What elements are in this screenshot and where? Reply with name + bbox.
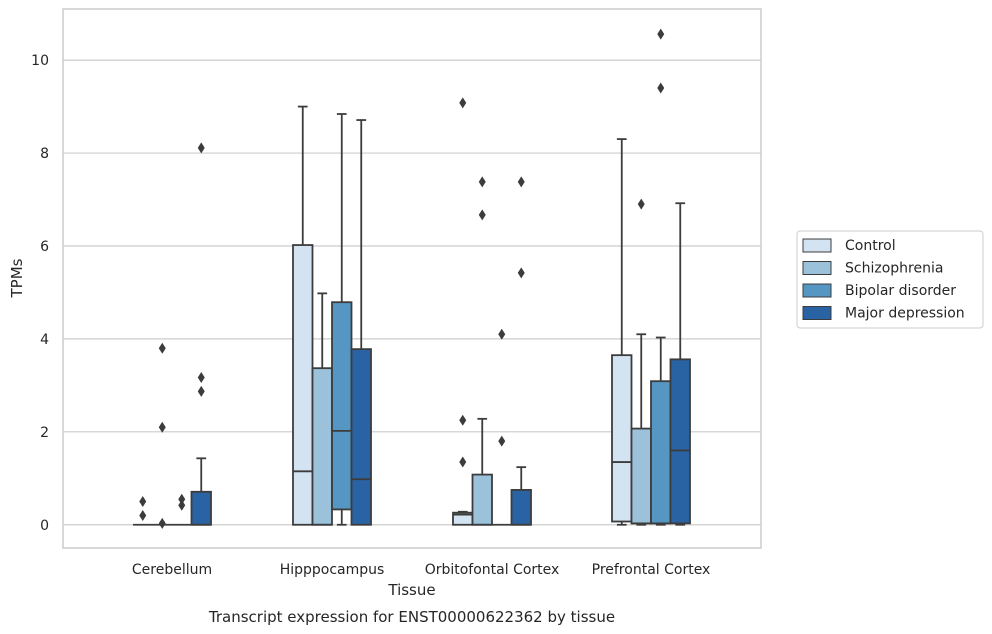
series-bipolar-disorder	[172, 28, 672, 526]
box	[190, 490, 212, 526]
y-tick-label: 8	[40, 146, 49, 162]
legend-label: Major depression	[845, 306, 965, 322]
outlier-point	[637, 198, 645, 210]
outlier-point	[517, 176, 525, 188]
outlier-point	[657, 82, 665, 94]
box	[650, 380, 672, 525]
box-series	[133, 28, 691, 529]
x-axis-label: Tissue	[387, 581, 435, 599]
outlier-point	[459, 97, 467, 109]
outlier-point	[197, 371, 205, 383]
y-tick-label: 10	[31, 53, 49, 69]
y-axis-label: TPMs	[8, 258, 26, 298]
box	[630, 427, 652, 525]
x-tick-label: Cerebellum	[132, 562, 212, 578]
box	[292, 244, 314, 526]
box	[611, 354, 633, 523]
y-tick-label: 2	[40, 425, 49, 441]
outlier-point	[657, 28, 665, 40]
legend-swatch	[802, 238, 832, 253]
legend-swatch	[802, 261, 832, 275]
y-tick-label: 6	[40, 239, 49, 255]
box	[510, 489, 532, 526]
x-tick-label: Prefrontal Cortex	[592, 562, 711, 578]
outlier-point	[498, 435, 506, 447]
outlier-point	[139, 496, 147, 508]
outlier-point	[158, 342, 166, 354]
outlier-point	[478, 176, 486, 188]
outlier-point	[498, 328, 506, 340]
series-major-depression	[190, 119, 691, 526]
x-axis-ticks: Cerebellum Hipppocampus Orbitofontal Corte…	[132, 562, 710, 578]
box	[471, 473, 493, 526]
outlier-point	[459, 456, 467, 468]
outlier-point	[197, 142, 205, 154]
y-axis-ticks: 0 2 4 6 8 10	[31, 53, 49, 534]
legend-swatch	[802, 306, 832, 320]
series-schizophrenia	[152, 176, 652, 529]
box	[350, 348, 372, 526]
legend: Control Schizophrenia Bipolar disorder Majo…	[796, 230, 984, 329]
x-tick-label: Orbitofontal Cortex	[425, 562, 560, 578]
outlier-point	[517, 267, 525, 279]
y-tick-label: 0	[40, 518, 49, 534]
legend-frame	[796, 230, 984, 329]
legend-swatch	[802, 283, 832, 298]
outlier-point	[178, 499, 186, 511]
outlier-point	[158, 421, 166, 433]
outlier-point	[139, 509, 147, 521]
chart-caption: Transcript expression for ENST0000062236…	[208, 608, 615, 626]
y-tick-label: 4	[40, 332, 49, 348]
box	[311, 367, 333, 526]
series-control	[133, 97, 633, 526]
plot-area-frame	[62, 8, 762, 549]
outlier-point	[459, 414, 467, 426]
outlier-point	[478, 209, 486, 221]
box	[669, 358, 691, 525]
legend-label: Schizophrenia	[845, 261, 943, 277]
legend-label: Control	[845, 238, 896, 254]
legend-label: Bipolar disorder	[845, 283, 956, 299]
outlier-point	[197, 385, 205, 397]
x-tick-label: Hipppocampus	[280, 562, 385, 578]
box	[331, 301, 353, 511]
outlier-point	[158, 517, 166, 529]
outlier-point	[178, 493, 186, 505]
